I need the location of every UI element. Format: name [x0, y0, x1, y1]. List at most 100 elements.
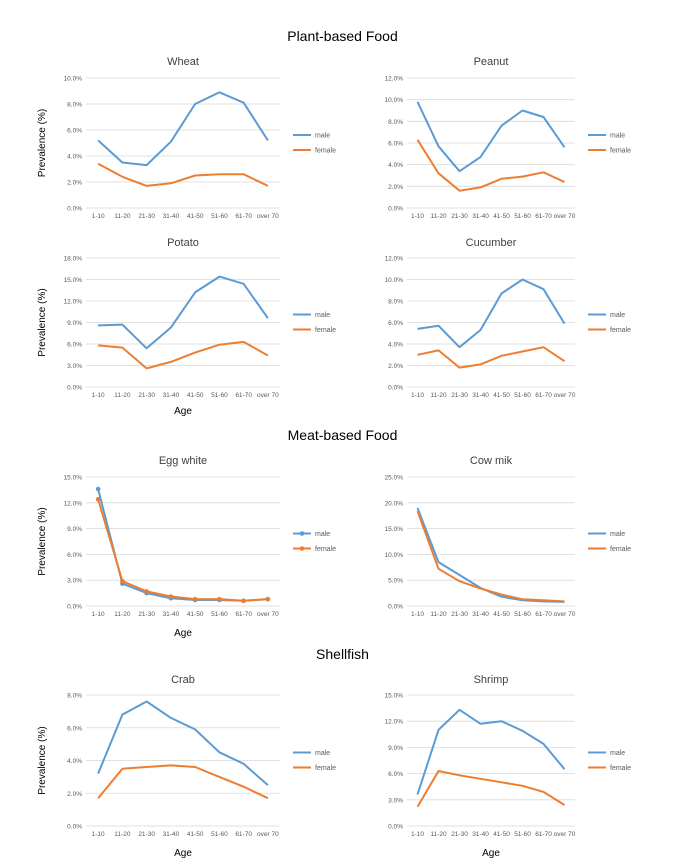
x-tick-label: 51-60: [514, 392, 531, 399]
y-axis-label: Prevalence (%): [37, 507, 48, 575]
chart-cow-mik: Cow mik 0.0% 5.0% 10.0% 15.0% 20.0% 25.0% 1-10 1…: [385, 455, 632, 618]
data-point-female: [120, 578, 125, 584]
chart-title: Potato: [167, 237, 199, 249]
legend-marker-male: [299, 531, 305, 536]
chart-peanut: Peanut 0.0% 2.0% 4.0% 6.0% 8.0% 10.0% 12.0% 1-10…: [385, 56, 632, 220]
legend-label-male: male: [610, 312, 625, 319]
legend-label-male: male: [315, 750, 330, 757]
y-tick-label: 10.0%: [385, 552, 404, 559]
data-point-female: [144, 589, 149, 594]
x-tick-label: 61-70: [535, 213, 552, 220]
y-tick-label: 0.0%: [388, 604, 403, 611]
x-tick-label: over 70: [554, 392, 576, 399]
chart-title: Peanut: [474, 56, 509, 68]
x-tick-label: 41-50: [493, 213, 510, 220]
x-tick-label: over 70: [257, 831, 279, 838]
y-tick-label: 2.0%: [67, 180, 82, 187]
x-tick-label: 41-50: [493, 611, 510, 618]
x-tick-label: 51-60: [211, 213, 228, 220]
legend-label-female: female: [315, 148, 336, 155]
y-tick-label: 12.0%: [385, 256, 404, 263]
x-tick-label: 31-40: [163, 831, 180, 838]
series-line-female: [416, 139, 565, 192]
y-tick-label: 12.0%: [64, 500, 83, 507]
series-line-male: [98, 275, 269, 350]
series-line-female: [417, 346, 566, 369]
legend-label-female: female: [610, 765, 631, 772]
x-axis-label: Age: [482, 848, 500, 859]
y-axis-label: Prevalence (%): [37, 288, 48, 356]
y-tick-label: 12.0%: [64, 299, 83, 306]
y-tick-label: 6.0%: [67, 128, 82, 135]
y-tick-label: 6.0%: [67, 725, 82, 732]
x-tick-label: 21-30: [138, 831, 155, 838]
x-axis-label: Age: [174, 406, 192, 417]
x-tick-label: 31-40: [472, 611, 489, 618]
series-line-male: [416, 708, 566, 795]
x-tick-label: over 70: [257, 611, 279, 618]
x-tick-label: over 70: [554, 213, 576, 220]
y-tick-label: 10.0%: [64, 76, 83, 83]
x-tick-label: 21-30: [138, 392, 155, 399]
y-tick-label: 0.0%: [67, 604, 82, 611]
y-tick-label: 2.0%: [388, 184, 403, 191]
y-tick-label: 12.0%: [385, 719, 404, 726]
y-tick-label: 0.0%: [388, 206, 403, 213]
y-tick-label: 0.0%: [67, 385, 82, 392]
legend-label-female: female: [315, 765, 336, 772]
x-tick-label: 31-40: [472, 831, 489, 838]
y-tick-label: 10.0%: [385, 277, 404, 284]
y-tick-label: 18.0%: [64, 256, 83, 263]
x-tick-label: 41-50: [187, 392, 204, 399]
x-tick-label: 61-70: [235, 611, 252, 618]
x-axis-label: Age: [174, 848, 192, 859]
y-tick-label: 15.0%: [64, 475, 83, 482]
x-tick-label: 21-30: [451, 213, 468, 220]
chart-potato: Potato 0.0% 3.0% 6.0% 9.0% 12.0% 15.0% 18.0% 1-1…: [37, 237, 336, 417]
x-axis-label: Age: [174, 628, 192, 639]
y-tick-label: 10.0%: [385, 97, 404, 104]
x-tick-label: 11-20: [114, 611, 131, 618]
x-tick-label: 31-40: [163, 392, 180, 399]
legend-label-male: male: [315, 133, 330, 140]
y-tick-label: 3.0%: [67, 578, 82, 585]
chart-crab: Crab 0.0% 2.0% 4.0% 6.0% 8.0% 1-10 11-20 21-30 31…: [37, 674, 336, 859]
y-tick-label: 2.0%: [388, 363, 403, 370]
data-point-female: [265, 596, 271, 602]
x-tick-label: 21-30: [451, 611, 468, 618]
y-tick-label: 8.0%: [67, 102, 82, 109]
chart-cucumber: Cucumber 0.0% 2.0% 4.0% 6.0% 8.0% 10.0% 12.0% 1-…: [385, 237, 632, 399]
series-line-male: [97, 91, 269, 167]
chart-shrimp: Shrimp 0.0% 3.0% 6.0% 9.0% 12.0% 15.0% 1-10 11-2…: [385, 674, 632, 859]
legend-label-female: female: [610, 546, 631, 553]
y-tick-label: 15.0%: [385, 526, 404, 533]
x-tick-label: 11-20: [114, 213, 131, 220]
y-tick-label: 0.0%: [67, 206, 82, 213]
legend-label-male: male: [315, 312, 330, 319]
legend-label-female: female: [610, 148, 631, 155]
y-tick-label: 12.0%: [385, 76, 404, 83]
x-tick-label: 31-40: [163, 611, 180, 618]
series-line-female: [97, 499, 268, 602]
x-tick-label: 21-30: [138, 213, 155, 220]
x-tick-label: 1-10: [411, 611, 424, 618]
x-tick-label: over 70: [257, 213, 279, 220]
data-point-female: [192, 596, 198, 602]
legend-label-female: female: [610, 327, 631, 334]
y-tick-label: 6.0%: [67, 342, 82, 349]
x-tick-label: 51-60: [514, 213, 531, 220]
y-tick-label: 8.0%: [388, 299, 403, 306]
data-point-female: [168, 594, 174, 599]
series-line-female: [416, 770, 566, 808]
x-tick-label: 1-10: [92, 831, 105, 838]
x-tick-label: 11-20: [430, 831, 447, 838]
legend-label-male: male: [610, 531, 625, 538]
x-tick-label: 21-30: [451, 392, 468, 399]
y-tick-label: 15.0%: [64, 277, 83, 284]
chart-title: Cow mik: [470, 455, 513, 467]
x-tick-label: 41-50: [187, 831, 204, 838]
x-tick-label: 41-50: [493, 392, 510, 399]
x-tick-label: 61-70: [235, 392, 252, 399]
